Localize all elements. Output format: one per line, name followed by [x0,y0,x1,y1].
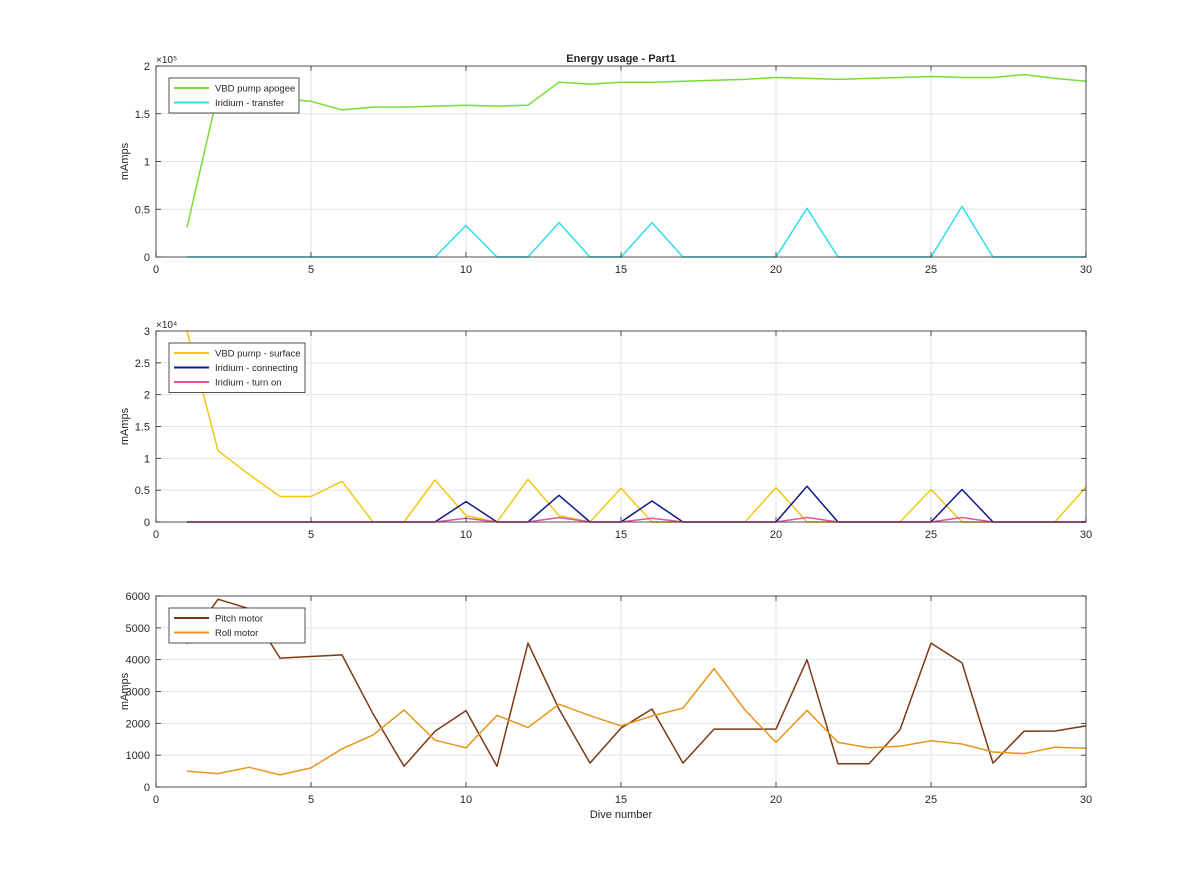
y-tick-label: 0 [144,517,150,529]
x-tick-label: 0 [153,794,159,806]
legend-box [168,607,306,644]
x-tick-label: 25 [925,264,937,276]
x-tick-label: 10 [460,794,472,806]
x-tick-label: 20 [770,794,782,806]
legend-box [168,77,300,114]
x-tick-label: 5 [308,529,314,541]
x-tick-label: 5 [308,794,314,806]
chart-panel-3: 0 5 10 15 20 25 30 0 1000 2000 3000 4000 5000 6000 mAm… [119,591,1092,821]
y-axis-label: mAmps [119,142,131,180]
y-tick-label: 3 [144,326,150,338]
y-tick-label: 0.5 [135,204,150,216]
y-tick-label: 0 [144,252,150,264]
x-tick-label: 30 [1080,529,1092,541]
x-tick-label: 20 [770,264,782,276]
legend-entry: Iridium - turn on [215,378,282,389]
y-tick-label: 1.5 [135,109,150,121]
y-tick-label: 0.5 [135,485,150,497]
x-tick-label: 25 [925,529,937,541]
x-tick-label: 30 [1080,794,1092,806]
x-tick-label: 5 [308,264,314,276]
legend-entry: Iridium - connecting [215,363,298,374]
x-tick-label: 15 [615,529,627,541]
x-tick-label: 15 [615,264,627,276]
legend-entry: Iridium - transfer [215,98,284,109]
chart-title: Energy usage - Part1 [566,53,675,65]
y-tick-label: 2 [144,390,150,402]
series-line-roll-motor [186,667,1087,776]
x-tick-label: 15 [615,794,627,806]
x-tick-label: 10 [460,529,472,541]
y-axis-label: mAmps [119,672,131,710]
y-axis-exponent: ×10⁵ [156,55,177,66]
x-tick-label: 30 [1080,264,1092,276]
x-tick-label: 0 [153,529,159,541]
series-line-vbd-pump-apogee [186,73,1087,228]
y-tick-label: 1000 [126,750,150,762]
y-axis-exponent: ×10⁴ [156,320,177,331]
chart-panel-1: 0 5 10 15 20 25 30 0 0.5 1 1.5 2 ×10⁵ Energy usage - … [119,53,1092,276]
y-tick-label: 5000 [126,623,150,635]
x-tick-label: 0 [153,264,159,276]
x-tick-label: 25 [925,794,937,806]
legend: VBD pump - surface Iridium - connecting Ir… [168,342,306,393]
y-tick-label: 2000 [126,718,150,730]
y-tick-label: 3000 [126,687,150,699]
y-tick-label: 4000 [126,655,150,667]
y-tick-label: 2.5 [135,358,150,370]
y-tick-label: 1.5 [135,422,150,434]
y-tick-label: 0 [144,782,150,794]
legend: Pitch motor Roll motor [168,607,306,644]
y-tick-label: 1 [144,453,150,465]
y-tick-label: 1 [144,157,150,169]
legend: VBD pump apogee Iridium - transfer [168,77,300,114]
series-line-vbd-pump-surface [186,330,1087,523]
legend-entry: Roll motor [215,628,258,639]
legend-entry: Pitch motor [215,614,263,625]
y-tick-label: 6000 [126,591,150,603]
y-axis-label: mAmps [119,407,131,445]
legend-entry: VBD pump - surface [215,349,301,360]
x-tick-label: 20 [770,529,782,541]
series-line-pitch-motor [186,598,1087,768]
chart-panel-2: 0 5 10 15 20 25 30 0 0.5 1 1.5 2 2.5 3 ×10⁴ mAmps VBD pu… [119,320,1092,541]
x-tick-label: 10 [460,264,472,276]
legend-entry: VBD pump apogee [215,84,295,95]
x-axis-label: Dive number [590,809,653,821]
y-tick-label: 2 [144,61,150,73]
